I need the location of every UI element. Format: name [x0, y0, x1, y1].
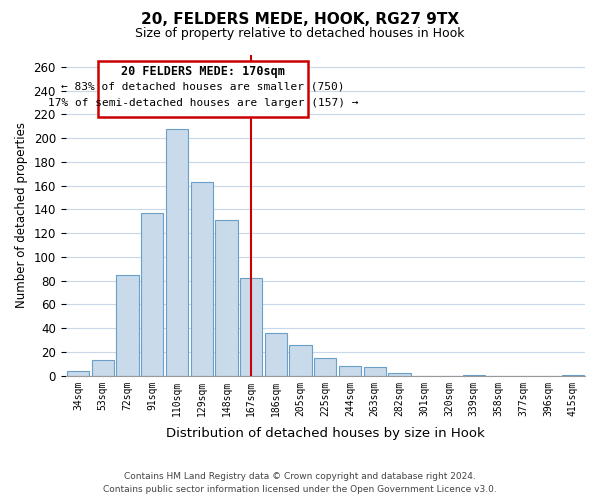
Bar [314, 358, 337, 376]
Text: 20, FELDERS MEDE, HOOK, RG27 9TX: 20, FELDERS MEDE, HOOK, RG27 9TX [141, 12, 459, 28]
Bar [388, 374, 410, 376]
Bar [339, 366, 361, 376]
X-axis label: Distribution of detached houses by size in Hook: Distribution of detached houses by size … [166, 427, 485, 440]
Bar [191, 182, 213, 376]
Bar [265, 333, 287, 376]
Text: 20 FELDERS MEDE: 170sqm: 20 FELDERS MEDE: 170sqm [121, 64, 285, 78]
Bar [116, 275, 139, 376]
FancyBboxPatch shape [98, 61, 308, 117]
Bar [141, 213, 163, 376]
Text: Contains HM Land Registry data © Crown copyright and database right 2024.
Contai: Contains HM Land Registry data © Crown c… [103, 472, 497, 494]
Bar [289, 345, 312, 376]
Text: ← 83% of detached houses are smaller (750): ← 83% of detached houses are smaller (75… [61, 81, 344, 91]
Text: Size of property relative to detached houses in Hook: Size of property relative to detached ho… [135, 28, 465, 40]
Text: 17% of semi-detached houses are larger (157) →: 17% of semi-detached houses are larger (… [47, 98, 358, 108]
Bar [562, 374, 584, 376]
Bar [215, 220, 238, 376]
Bar [240, 278, 262, 376]
Bar [364, 368, 386, 376]
Bar [166, 128, 188, 376]
Bar [463, 374, 485, 376]
Y-axis label: Number of detached properties: Number of detached properties [15, 122, 28, 308]
Bar [67, 371, 89, 376]
Bar [92, 360, 114, 376]
